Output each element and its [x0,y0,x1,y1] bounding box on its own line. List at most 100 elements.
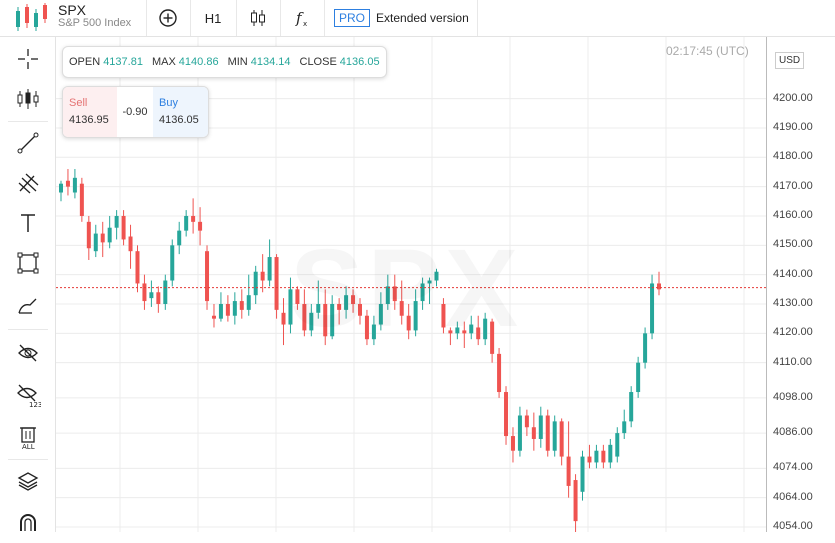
symbol-info[interactable]: SPX S&P 500 Index [0,0,147,36]
price-tick-label: 4120.00 [773,326,813,339]
symbol-description: S&P 500 Index [58,17,132,29]
candle-body [504,392,509,437]
close-label: CLOSE [299,56,337,68]
candle-body [323,304,328,337]
candles-icon [251,10,265,26]
candle-body [497,353,502,393]
candlestick-chart[interactable] [56,37,766,532]
candle-body [608,444,613,463]
candle-body [337,304,342,310]
timeframe-label: H1 [204,10,222,26]
plus-circle-icon [159,9,177,27]
ohlc-legend: OPEN 4137.81 MAX 4140.86 MIN 4134.14 CLO… [62,46,387,78]
candle-body [462,330,467,334]
candle-body [448,330,453,334]
top-toolbar: SPX S&P 500 Index H1 f x PRO Extended ve… [0,0,835,37]
price-tick-label: 4170.00 [773,179,813,192]
timeframe-button[interactable]: H1 [190,0,237,36]
candle-body [218,304,223,319]
candle-body [364,315,369,340]
fib-icon [18,173,38,194]
price-tick-label: 4150.00 [773,238,813,251]
layers-icon [17,472,38,491]
candle-body [295,289,300,304]
candle-body [170,245,175,281]
candle-body [72,177,77,193]
candle-body [545,415,550,451]
text-icon [20,214,35,232]
svg-text:ALL: ALL [22,443,35,450]
candle-body [142,283,147,302]
indicators-button[interactable]: f x [280,0,325,36]
candle-body [281,312,286,325]
hide-indicators-button[interactable]: 123 [0,375,55,415]
trade-panel: Sell 4136.95 -0.90 Buy 4136.05 [62,86,209,138]
crosshair-tool[interactable] [0,39,55,79]
brush-tool[interactable] [0,285,55,325]
buy-label: Buy [159,97,178,109]
hide-drawings-icon [17,344,38,362]
price-tick-label: 4086.00 [773,426,813,439]
price-tick-label: 4074.00 [773,461,813,474]
candle-body [455,327,460,334]
candle-body [288,289,293,325]
rectangle-tool[interactable] [0,243,55,283]
max-label: MAX [151,56,176,68]
candle-body [406,315,411,331]
candle-body [552,421,557,451]
trendline-tool[interactable] [0,123,55,163]
price-tick-label: 4200.00 [773,91,813,104]
price-tick-label: 4110.00 [773,355,812,368]
candle-body [636,362,641,393]
candle-body [107,227,112,243]
price-tick-label: 4140.00 [773,267,813,280]
candle-body [434,271,439,281]
magnet-button[interactable] [0,503,55,543]
min-label: MIN [227,56,248,68]
spread-value: -0.90 [122,106,148,118]
candle-body [517,415,522,451]
buy-button[interactable]: Buy 4136.05 [153,87,208,137]
candle-body [622,421,627,434]
candle-body [239,301,244,310]
price-tick-label: 4130.00 [773,297,813,309]
hide-indicators-icon: 123 [16,384,41,408]
candle-body [149,292,154,299]
candle-body [211,315,216,319]
candle-body [260,271,265,281]
candle-body [510,436,515,451]
candle-body [225,304,230,316]
text-tool[interactable] [0,203,55,243]
candle-body [427,280,432,284]
add-indicator-button[interactable] [146,0,191,36]
candle-body [399,301,404,316]
candle-body [413,301,418,331]
price-axis[interactable]: 4200.00 4190.00 4180.00 4170.00 4160.00 4150.… [766,37,835,532]
chart-type-button[interactable] [236,0,281,36]
candle-body [274,257,279,310]
candle-body [135,251,140,284]
candle-body [351,295,356,304]
time-label: 02:17:45 (UTC) [666,44,749,58]
layers-button[interactable] [0,461,55,501]
function-icon: f x [295,9,307,28]
candle-body [267,257,272,281]
sell-button[interactable]: Sell 4136.95 [63,87,117,137]
candle-body [163,280,168,304]
hide-drawings-button[interactable] [0,333,55,373]
price-tick-label: 4098.00 [773,390,813,403]
candle-body [490,321,495,354]
price-tick-label: 4064.00 [773,490,813,503]
symbol-name: SPX [58,2,87,18]
svg-text:123: 123 [29,401,41,408]
delete-all-button[interactable]: ALL [0,417,55,457]
pro-badge: PRO [334,9,371,27]
candle-body [385,286,390,304]
candle-body [205,251,210,302]
svg-text:x: x [303,20,307,28]
candle-body [177,230,182,246]
extended-version-button[interactable]: PRO Extended version [324,0,478,36]
fib-tool[interactable] [0,163,55,203]
candles-tool[interactable] [0,79,55,119]
buy-price: 4136.05 [159,114,199,126]
